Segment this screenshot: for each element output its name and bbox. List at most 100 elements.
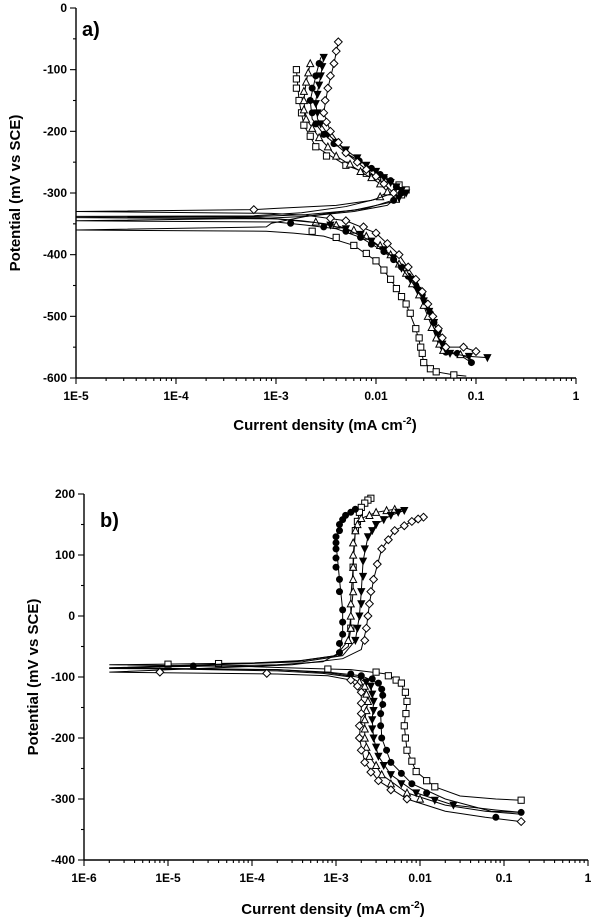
data-point-open-diamond bbox=[361, 623, 371, 633]
data-point-filled-triangle-down bbox=[389, 254, 398, 263]
data-point-filled-circle bbox=[332, 539, 340, 547]
data-point-open-square bbox=[517, 796, 525, 804]
data-point-open-triangle-up bbox=[415, 794, 425, 803]
data-point-filled-triangle-down bbox=[412, 789, 421, 798]
data-point-open-diamond bbox=[423, 299, 433, 309]
data-point-open-diamond bbox=[383, 535, 393, 545]
data-point-filled-circle bbox=[332, 545, 340, 553]
data-point-filled-circle bbox=[287, 219, 295, 227]
data-point-open-triangle-up bbox=[348, 562, 358, 571]
data-point-filled-circle bbox=[492, 813, 500, 821]
data-point-filled-triangle-down bbox=[379, 246, 389, 255]
data-point-open-diamond bbox=[352, 157, 362, 167]
data-point-open-diamond bbox=[390, 525, 400, 536]
x-tick-label: 0.1 bbox=[496, 871, 513, 885]
data-point-filled-triangle-down bbox=[369, 697, 378, 706]
data-point-open-triangle-up bbox=[401, 268, 411, 277]
panel-b-x-axis-title: Current density (mA cm-2) bbox=[241, 900, 424, 918]
data-point-open-square bbox=[362, 249, 370, 258]
data-point-open-triangle-up bbox=[299, 86, 309, 95]
x-tick-label: 1E-4 bbox=[163, 389, 189, 403]
data-point-open-diamond bbox=[399, 521, 409, 531]
data-point-open-square bbox=[403, 746, 411, 754]
data-point-open-triangle-up bbox=[303, 67, 313, 77]
data-point-open-diamond bbox=[366, 767, 376, 777]
data-point-filled-circle bbox=[332, 554, 340, 562]
data-point-filled-circle bbox=[339, 618, 347, 626]
data-point-filled-circle bbox=[339, 630, 347, 638]
data-point-open-square bbox=[322, 152, 331, 160]
y-tick-label: 200 bbox=[55, 487, 75, 501]
data-point-open-diamond bbox=[403, 262, 413, 272]
data-point-open-square bbox=[397, 293, 406, 301]
data-point-open-triangle-up bbox=[299, 95, 309, 105]
data-point-open-diamond bbox=[417, 287, 427, 297]
data-point-open-square bbox=[372, 257, 380, 265]
data-point-open-diamond bbox=[323, 83, 333, 93]
data-point-filled-triangle-down bbox=[358, 572, 368, 581]
panel-a-x-axis-title-main: Current density (mA cm bbox=[233, 417, 402, 434]
data-point-open-square bbox=[408, 757, 416, 765]
data-point-filled-circle bbox=[339, 606, 347, 614]
data-point-filled-triangle-down bbox=[379, 516, 388, 525]
data-point-open-diamond bbox=[333, 137, 343, 148]
data-point-open-diamond bbox=[155, 667, 165, 677]
data-point-open-diamond bbox=[402, 794, 412, 804]
data-point-open-triangle-up bbox=[307, 123, 317, 132]
data-point-open-diamond bbox=[262, 668, 272, 678]
data-point-open-triangle-up bbox=[323, 141, 333, 151]
data-point-filled-triangle-down bbox=[394, 508, 403, 517]
data-point-open-diamond bbox=[372, 559, 382, 569]
data-point-filled-triangle-down bbox=[371, 743, 381, 752]
data-point-filled-circle bbox=[408, 780, 416, 788]
panel-b: b) 1E-6 1E-5 1E-4 1E-3 0.01 0.1 1 -400 -300 -200 -… bbox=[25, 487, 592, 918]
data-point-open-triangle-up bbox=[431, 333, 441, 342]
data-point-filled-triangle-down bbox=[357, 588, 366, 597]
data-point-open-diamond bbox=[433, 324, 443, 334]
data-point-filled-circle bbox=[467, 359, 475, 367]
y-tick-label: -300 bbox=[43, 186, 67, 200]
data-point-open-square bbox=[392, 284, 401, 293]
data-point-filled-circle bbox=[383, 746, 391, 754]
data-point-filled-triangle-down bbox=[356, 230, 365, 239]
data-point-open-triangle-up bbox=[305, 58, 315, 68]
data-point-open-triangle-up bbox=[353, 519, 362, 529]
data-point-open-triangle-up bbox=[348, 574, 358, 583]
x-tick-label: 0.01 bbox=[364, 389, 388, 403]
y-tick-label: 0 bbox=[60, 1, 67, 15]
data-point-filled-triangle-down bbox=[386, 511, 396, 520]
panel-a-y-axis-title: Potential (mV vs SCE) bbox=[7, 115, 24, 272]
x-tick-label: 1E-3 bbox=[323, 871, 349, 885]
data-point-open-triangle-up bbox=[301, 114, 311, 123]
data-point-filled-circle bbox=[335, 639, 343, 647]
data-point-open-diamond bbox=[356, 745, 366, 755]
y-tick-label: -100 bbox=[51, 670, 75, 684]
data-point-open-diamond bbox=[379, 179, 389, 189]
panel-b-x-axis-title-main: Current density (mA cm bbox=[241, 901, 410, 918]
data-point-filled-triangle-down bbox=[401, 189, 411, 198]
data-point-open-diamond bbox=[333, 37, 343, 47]
data-point-open-diamond bbox=[377, 544, 387, 554]
data-point-open-square bbox=[426, 365, 435, 373]
data-point-open-triangle-up bbox=[365, 751, 374, 760]
data-point-open-triangle-up bbox=[371, 507, 381, 516]
data-point-open-diamond bbox=[358, 222, 369, 232]
data-point-filled-triangle-down bbox=[449, 801, 458, 810]
data-point-open-square bbox=[312, 143, 320, 151]
y-tick-label: -200 bbox=[43, 124, 67, 138]
data-point-filled-circle bbox=[332, 563, 340, 571]
data-point-open-diamond bbox=[361, 164, 371, 175]
panel-a-curves bbox=[75, 37, 492, 379]
data-point-filled-circle bbox=[332, 533, 340, 541]
x-tick-label: 1E-5 bbox=[155, 871, 181, 885]
data-point-open-diamond bbox=[441, 342, 451, 352]
panel-a-label: a) bbox=[82, 19, 100, 41]
data-point-filled-triangle-down bbox=[400, 506, 409, 516]
data-point-filled-triangle-down bbox=[358, 557, 368, 566]
data-point-open-square bbox=[292, 84, 301, 92]
data-point-filled-triangle-down bbox=[313, 109, 322, 118]
data-point-open-diamond bbox=[394, 250, 404, 260]
data-point-filled-circle bbox=[387, 758, 395, 766]
x-tick-label: 0.1 bbox=[468, 389, 485, 403]
